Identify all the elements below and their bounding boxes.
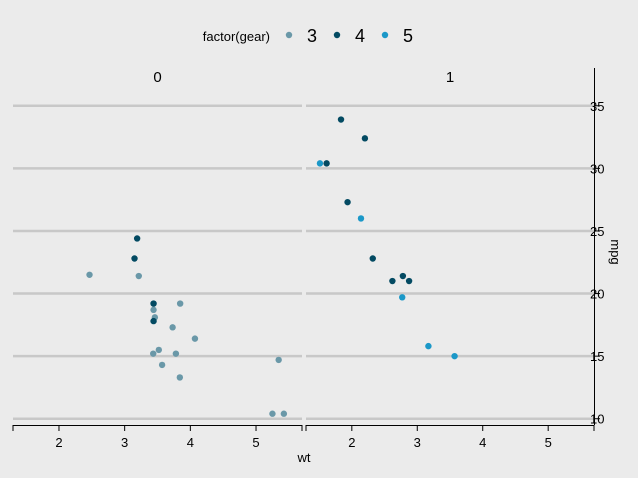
data-point-gear-3 bbox=[191, 335, 199, 342]
data-point-gear-4 bbox=[133, 235, 141, 242]
data-point-gear-5 bbox=[399, 294, 406, 301]
data-point-gear-3 bbox=[275, 356, 282, 364]
x-tick-label: 4 bbox=[187, 435, 194, 450]
y-tick-label: 15 bbox=[590, 349, 604, 364]
data-point-gear-3 bbox=[150, 306, 157, 314]
y-tick-label: 35 bbox=[590, 99, 604, 114]
legend-key-gear-3 bbox=[285, 31, 293, 39]
data-point-gear-3 bbox=[155, 346, 163, 354]
data-point-gear-3 bbox=[176, 300, 184, 307]
x-tick-label: 3 bbox=[414, 435, 421, 450]
y-tick-label: 30 bbox=[590, 161, 604, 176]
legend-label-gear-4: 4 bbox=[355, 26, 365, 46]
facet-strip bbox=[13, 68, 302, 86]
data-point-gear-4 bbox=[337, 116, 345, 123]
x-tick-label: 4 bbox=[479, 435, 486, 450]
data-point-gear-4 bbox=[399, 272, 407, 280]
data-point-gear-4 bbox=[344, 198, 351, 206]
data-point-gear-3 bbox=[172, 350, 180, 357]
facet-strip-label: 0 bbox=[153, 69, 161, 86]
data-point-gear-4 bbox=[405, 277, 413, 285]
legend: factor(gear) 3 4 5 bbox=[203, 26, 413, 46]
data-point-gear-3 bbox=[158, 361, 166, 369]
data-point-gear-4 bbox=[150, 317, 157, 325]
data-point-gear-4 bbox=[131, 255, 138, 262]
legend-key-gear-4 bbox=[333, 31, 341, 39]
facet-strip-label: 1 bbox=[446, 69, 454, 86]
data-point-gear-3 bbox=[86, 271, 93, 278]
legend-title: factor(gear) bbox=[203, 29, 270, 44]
data-point-gear-5 bbox=[451, 352, 458, 360]
data-point-gear-3 bbox=[169, 324, 176, 331]
data-point-gear-5 bbox=[357, 215, 365, 222]
y-tick-label: 20 bbox=[590, 287, 604, 302]
x-tick-label: 5 bbox=[252, 435, 259, 450]
x-tick-label: 2 bbox=[348, 435, 355, 450]
data-point-gear-5 bbox=[316, 160, 324, 167]
legend-items: 3 4 5 bbox=[285, 26, 413, 46]
data-point-gear-4 bbox=[369, 255, 376, 262]
data-point-gear-4 bbox=[323, 160, 330, 167]
data-point-gear-4 bbox=[389, 277, 396, 285]
facet-panel-0: 0 bbox=[13, 68, 302, 420]
data-point-gear-3 bbox=[135, 272, 142, 280]
data-point-gear-3 bbox=[269, 410, 276, 417]
y-axis-title: mpg bbox=[608, 239, 623, 264]
data-point-gear-4 bbox=[150, 300, 157, 307]
data-point-gear-4 bbox=[361, 135, 369, 142]
facet-panel-1: 1 bbox=[306, 68, 594, 420]
facet-strip bbox=[306, 68, 594, 86]
y-tick-label: 25 bbox=[590, 224, 604, 239]
data-point-gear-3 bbox=[150, 350, 157, 357]
x-tick-label: 2 bbox=[55, 435, 62, 450]
legend-label-gear-3: 3 bbox=[307, 26, 317, 46]
legend-label-gear-5: 5 bbox=[403, 26, 413, 46]
data-point-gear-5 bbox=[425, 342, 432, 350]
legend-key-gear-5 bbox=[381, 31, 389, 39]
x-axis-title: wt bbox=[297, 450, 311, 465]
x-tick-label: 5 bbox=[545, 435, 552, 450]
data-point-gear-3 bbox=[280, 410, 288, 417]
y-tick-label: 10 bbox=[590, 412, 604, 427]
x-tick-label: 3 bbox=[121, 435, 128, 450]
data-point-gear-3 bbox=[176, 374, 184, 381]
